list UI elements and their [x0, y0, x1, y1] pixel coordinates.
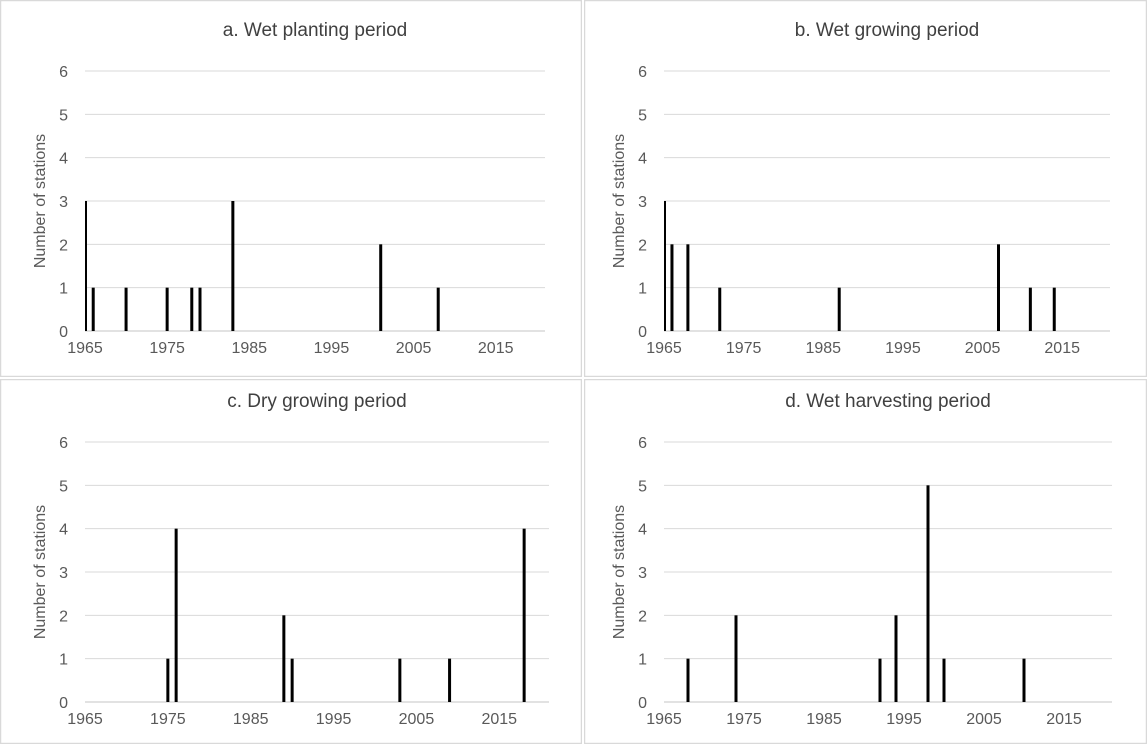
x-tick-label: 2015	[1046, 711, 1082, 728]
chart-panel-1: 0 1 2 3 4 5 6 1965 1975 1985 1995 2005 2015 a. Wet pl…	[0, 0, 582, 377]
bar	[926, 485, 930, 702]
bar	[664, 201, 666, 331]
bar	[878, 658, 882, 702]
chart-panel-3: 0 1 2 3 4 5 6 1965 1975 1985 1995 2005 2015 c. Dry gr…	[0, 379, 582, 744]
bar	[686, 658, 690, 702]
y-tick-label: 3	[59, 565, 68, 582]
y-tick-label: 3	[59, 194, 68, 211]
panel-border	[584, 379, 1147, 744]
bar	[686, 244, 690, 331]
x-tick-label: 1985	[231, 340, 267, 357]
bar	[448, 658, 452, 702]
bar	[670, 244, 674, 331]
chart-panel-4: 0 1 2 3 4 5 6 1965 1975 1985 1995 2005 2015 d. Wet ha…	[584, 379, 1147, 744]
bar	[85, 201, 87, 331]
y-tick-label: 0	[638, 695, 647, 712]
y-tick-label: 4	[638, 151, 647, 168]
y-tick-label: 3	[638, 565, 647, 582]
y-tick-label: 6	[638, 64, 647, 81]
bar	[165, 287, 169, 331]
y-tick-label: 5	[638, 107, 647, 124]
y-tick-label: 0	[59, 695, 68, 712]
bar	[1052, 287, 1056, 331]
x-tick-label: 1965	[646, 711, 682, 728]
y-tick-label: 1	[638, 281, 647, 298]
bar	[124, 287, 128, 331]
y-tick-label: 2	[59, 237, 68, 254]
x-tick-label: 1975	[726, 340, 762, 357]
panel-border	[0, 0, 582, 377]
x-tick-label: 1975	[726, 711, 762, 728]
x-tick-label: 2005	[396, 340, 432, 357]
x-tick-label: 1975	[149, 340, 185, 357]
y-axis-label: Number of stations	[32, 134, 49, 268]
chart-panel-2: 0 1 2 3 4 5 6 1965 1975 1985 1995 2005 2015 b. Wet gr…	[584, 0, 1147, 377]
x-tick-label: 1985	[806, 711, 842, 728]
bar	[436, 287, 440, 331]
y-tick-label: 0	[59, 324, 68, 341]
bar	[1022, 658, 1026, 702]
chart-title: d. Wet harvesting period	[785, 391, 991, 412]
bar	[91, 287, 95, 331]
x-tick-label: 2005	[965, 340, 1001, 357]
y-axis-label: Number of stations	[32, 505, 49, 639]
y-tick-label: 1	[638, 652, 647, 669]
chart-title: a. Wet planting period	[223, 20, 408, 41]
y-axis-label: Number of stations	[611, 505, 628, 639]
bar	[894, 615, 898, 702]
x-tick-label: 2015	[481, 711, 517, 728]
y-tick-label: 4	[59, 522, 68, 539]
y-tick-label: 5	[638, 478, 647, 495]
bar	[282, 615, 286, 702]
bar	[198, 287, 202, 331]
bar	[166, 658, 170, 702]
x-tick-label: 2015	[1044, 340, 1080, 357]
bar	[734, 615, 738, 702]
x-tick-label: 1985	[233, 711, 269, 728]
x-tick-label: 2005	[966, 711, 1002, 728]
bar	[231, 201, 235, 331]
y-tick-label: 3	[638, 194, 647, 211]
bar	[1028, 287, 1032, 331]
bar	[290, 658, 294, 702]
chart-title: c. Dry growing period	[227, 391, 407, 412]
bar	[942, 658, 946, 702]
bar	[398, 658, 402, 702]
y-tick-label: 1	[59, 652, 68, 669]
x-tick-label: 1965	[67, 340, 103, 357]
bar	[837, 287, 841, 331]
bar	[379, 244, 383, 331]
x-tick-label: 2005	[399, 711, 435, 728]
y-tick-label: 1	[59, 281, 68, 298]
y-tick-label: 2	[638, 237, 647, 254]
bar	[190, 287, 194, 331]
y-tick-label: 4	[638, 522, 647, 539]
y-tick-label: 0	[638, 324, 647, 341]
y-tick-label: 4	[59, 151, 68, 168]
x-tick-label: 1995	[886, 711, 922, 728]
bar	[718, 287, 722, 331]
x-tick-label: 1995	[885, 340, 921, 357]
panel-border	[584, 0, 1147, 377]
y-tick-label: 5	[59, 478, 68, 495]
y-tick-label: 2	[638, 608, 647, 625]
bar	[997, 244, 1000, 331]
y-tick-label: 6	[59, 64, 68, 81]
x-tick-label: 2015	[478, 340, 514, 357]
x-tick-label: 1995	[314, 340, 350, 357]
y-axis-label: Number of stations	[611, 134, 628, 268]
y-tick-label: 5	[59, 107, 68, 124]
x-tick-label: 1975	[150, 711, 186, 728]
x-tick-label: 1985	[805, 340, 841, 357]
y-tick-label: 2	[59, 608, 68, 625]
chart-title: b. Wet growing period	[795, 20, 979, 41]
y-tick-label: 6	[59, 435, 68, 452]
x-tick-label: 1965	[646, 340, 682, 357]
x-tick-label: 1965	[67, 711, 103, 728]
x-tick-label: 1995	[316, 711, 352, 728]
bar	[174, 528, 178, 702]
bar	[522, 528, 526, 702]
y-tick-label: 6	[638, 435, 647, 452]
